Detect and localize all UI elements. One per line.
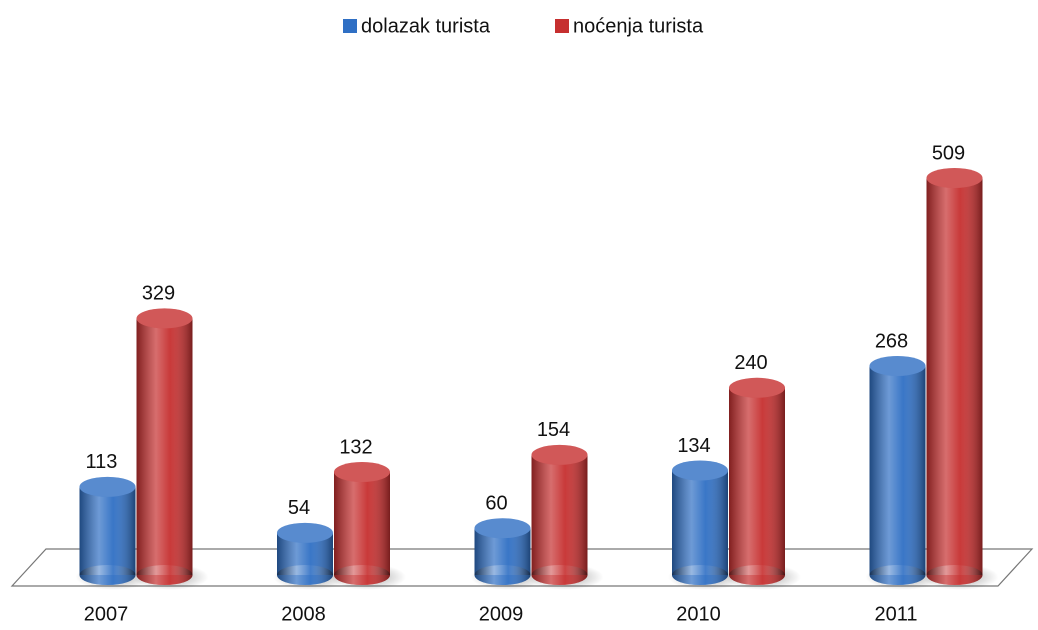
bar (531, 444, 588, 585)
bar (136, 308, 193, 585)
bar-top-highlight (277, 522, 333, 543)
bar (334, 462, 390, 585)
bar-body-shade (531, 454, 588, 575)
data-label: 154 (537, 419, 570, 441)
data-label: 54 (288, 497, 310, 519)
bar-body-shade (869, 365, 926, 575)
bar-body-shade (729, 387, 785, 575)
bar-top-highlight (531, 444, 588, 465)
data-label: 509 (932, 142, 965, 164)
data-label: 329 (142, 283, 175, 305)
bar-top (926, 168, 983, 188)
bar-top-highlight (136, 308, 193, 329)
data-label: 134 (677, 435, 710, 457)
bar (729, 377, 785, 585)
bar-body-shade (79, 486, 136, 575)
bar-top (474, 518, 531, 539)
bar (79, 476, 136, 585)
bar-top (729, 377, 785, 398)
bar-top-highlight (474, 518, 531, 539)
bar-body-shade (334, 472, 390, 575)
bar-top-highlight (926, 168, 983, 188)
x-tick-label: 2008 (281, 603, 326, 625)
bar-top-highlight (79, 476, 136, 497)
bar-top (334, 462, 390, 483)
data-label: 132 (339, 436, 372, 458)
legend-swatch (555, 19, 569, 33)
bar-body-shade (136, 318, 193, 575)
bar-top-highlight (729, 377, 785, 398)
bar-top (136, 308, 193, 329)
data-label: 113 (86, 451, 118, 473)
bar (277, 522, 333, 585)
bar (869, 355, 926, 585)
bar-top (869, 355, 926, 376)
data-label: 268 (875, 330, 908, 352)
bar-top (79, 476, 136, 497)
x-tick-label: 2007 (84, 603, 129, 625)
bar (474, 518, 531, 585)
bar (926, 168, 983, 585)
legend-label: noćenja turista (573, 15, 704, 37)
x-tick-label: 2010 (676, 603, 721, 625)
bar-top-highlight (334, 462, 390, 483)
bar-body-shade (926, 178, 983, 575)
bar-top (531, 444, 588, 465)
bar-top-highlight (869, 355, 926, 376)
data-label: 240 (734, 352, 767, 374)
x-tick-label: 2009 (479, 603, 524, 625)
data-label: 60 (485, 492, 507, 514)
bar-body-shade (672, 470, 728, 575)
legend-label: dolazak turista (361, 15, 491, 37)
legend-swatch (343, 19, 357, 33)
x-tick-label: 2011 (874, 603, 917, 625)
bar-top (672, 460, 728, 481)
bar-top-highlight (672, 460, 728, 481)
bar-top (277, 522, 333, 543)
bar (672, 460, 728, 585)
